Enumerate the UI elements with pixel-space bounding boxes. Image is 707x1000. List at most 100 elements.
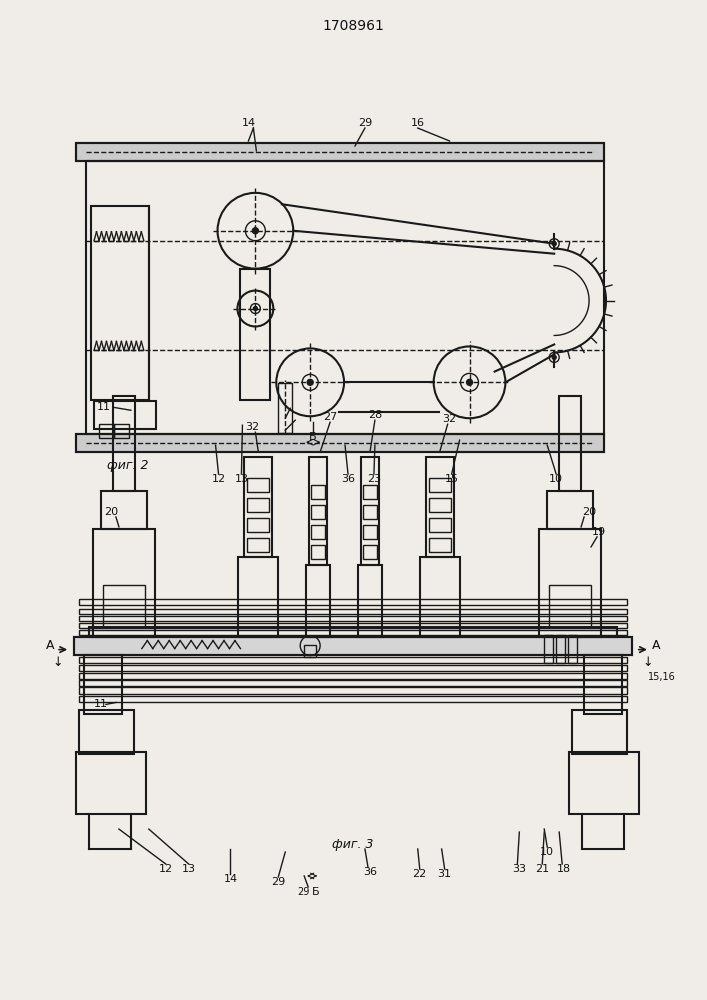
Bar: [79, 657, 627, 663]
Bar: [76, 434, 604, 452]
Bar: [91, 206, 148, 400]
Text: 20: 20: [104, 507, 118, 517]
Bar: [279, 383, 292, 433]
Text: 16: 16: [411, 118, 425, 128]
Bar: [76, 143, 604, 161]
Bar: [76, 434, 604, 452]
Text: 29: 29: [297, 887, 310, 897]
Bar: [79, 616, 627, 621]
Bar: [103, 585, 145, 627]
Text: 14: 14: [223, 874, 238, 884]
Bar: [428, 498, 450, 512]
Text: 10: 10: [549, 474, 563, 484]
Bar: [428, 478, 450, 492]
Bar: [304, 645, 316, 657]
Text: 32: 32: [245, 422, 259, 432]
Bar: [114, 424, 129, 438]
Bar: [559, 396, 581, 491]
Bar: [311, 485, 325, 499]
Text: 15: 15: [445, 474, 459, 484]
Bar: [84, 655, 122, 714]
Bar: [363, 525, 377, 539]
Bar: [76, 143, 604, 161]
Text: 11: 11: [94, 699, 108, 709]
Bar: [93, 529, 155, 637]
Bar: [363, 505, 377, 519]
Bar: [89, 627, 617, 637]
Text: 19: 19: [592, 527, 606, 537]
Bar: [74, 637, 632, 655]
Text: 12: 12: [158, 864, 173, 874]
Circle shape: [307, 379, 313, 385]
Bar: [247, 478, 269, 492]
Bar: [572, 710, 627, 754]
Text: 36: 36: [341, 474, 355, 484]
Text: 18: 18: [557, 864, 571, 874]
Circle shape: [252, 228, 258, 234]
Circle shape: [552, 242, 556, 246]
Bar: [420, 557, 460, 637]
Text: 1708961: 1708961: [322, 19, 384, 33]
Text: 23: 23: [367, 474, 381, 484]
Bar: [569, 752, 639, 814]
Bar: [79, 680, 627, 686]
Text: 22: 22: [413, 869, 427, 879]
Text: A: A: [46, 639, 54, 652]
Bar: [361, 457, 379, 565]
Text: 21: 21: [535, 864, 549, 874]
Bar: [311, 525, 325, 539]
Text: 13: 13: [182, 864, 196, 874]
Bar: [428, 538, 450, 552]
Bar: [86, 161, 604, 434]
Text: 20: 20: [582, 507, 596, 517]
Bar: [549, 585, 591, 627]
Bar: [311, 505, 325, 519]
Text: 29: 29: [358, 118, 372, 128]
Bar: [79, 623, 627, 628]
Bar: [568, 635, 577, 663]
Bar: [363, 485, 377, 499]
Text: Б: Б: [310, 432, 317, 442]
Bar: [79, 630, 627, 635]
Bar: [547, 491, 593, 529]
Bar: [79, 696, 627, 702]
Text: 33: 33: [513, 864, 526, 874]
Bar: [99, 424, 114, 438]
Text: ↓: ↓: [643, 656, 653, 669]
Bar: [363, 545, 377, 559]
Text: 11: 11: [97, 402, 111, 412]
Bar: [426, 457, 454, 557]
Text: Б: Б: [312, 887, 320, 897]
Text: 32: 32: [443, 414, 457, 424]
Circle shape: [552, 355, 556, 359]
Bar: [74, 637, 632, 655]
Bar: [238, 557, 279, 637]
Bar: [247, 538, 269, 552]
Bar: [245, 457, 272, 557]
Text: 27: 27: [323, 412, 337, 422]
Bar: [113, 396, 135, 491]
Text: 13: 13: [235, 474, 248, 484]
Bar: [79, 599, 627, 605]
Text: 36: 36: [363, 867, 377, 877]
Bar: [94, 401, 156, 429]
Text: ↓: ↓: [53, 656, 64, 669]
Bar: [79, 673, 627, 679]
Bar: [79, 687, 627, 694]
Bar: [79, 609, 627, 614]
Text: 15,16: 15,16: [648, 672, 676, 682]
Bar: [79, 665, 627, 671]
Bar: [76, 752, 146, 814]
Text: 14: 14: [241, 118, 255, 128]
Bar: [309, 457, 327, 565]
Bar: [311, 545, 325, 559]
Text: 29: 29: [271, 877, 286, 887]
Bar: [247, 518, 269, 532]
Text: 31: 31: [438, 869, 452, 879]
Circle shape: [467, 379, 472, 385]
Circle shape: [253, 307, 257, 311]
Bar: [240, 269, 270, 400]
Text: 10: 10: [540, 847, 554, 857]
Bar: [247, 498, 269, 512]
Bar: [544, 635, 553, 663]
